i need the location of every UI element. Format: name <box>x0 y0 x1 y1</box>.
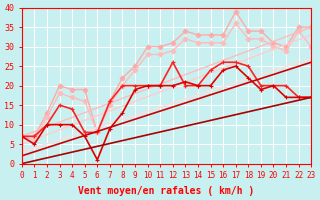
X-axis label: Vent moyen/en rafales ( km/h ): Vent moyen/en rafales ( km/h ) <box>78 186 255 196</box>
